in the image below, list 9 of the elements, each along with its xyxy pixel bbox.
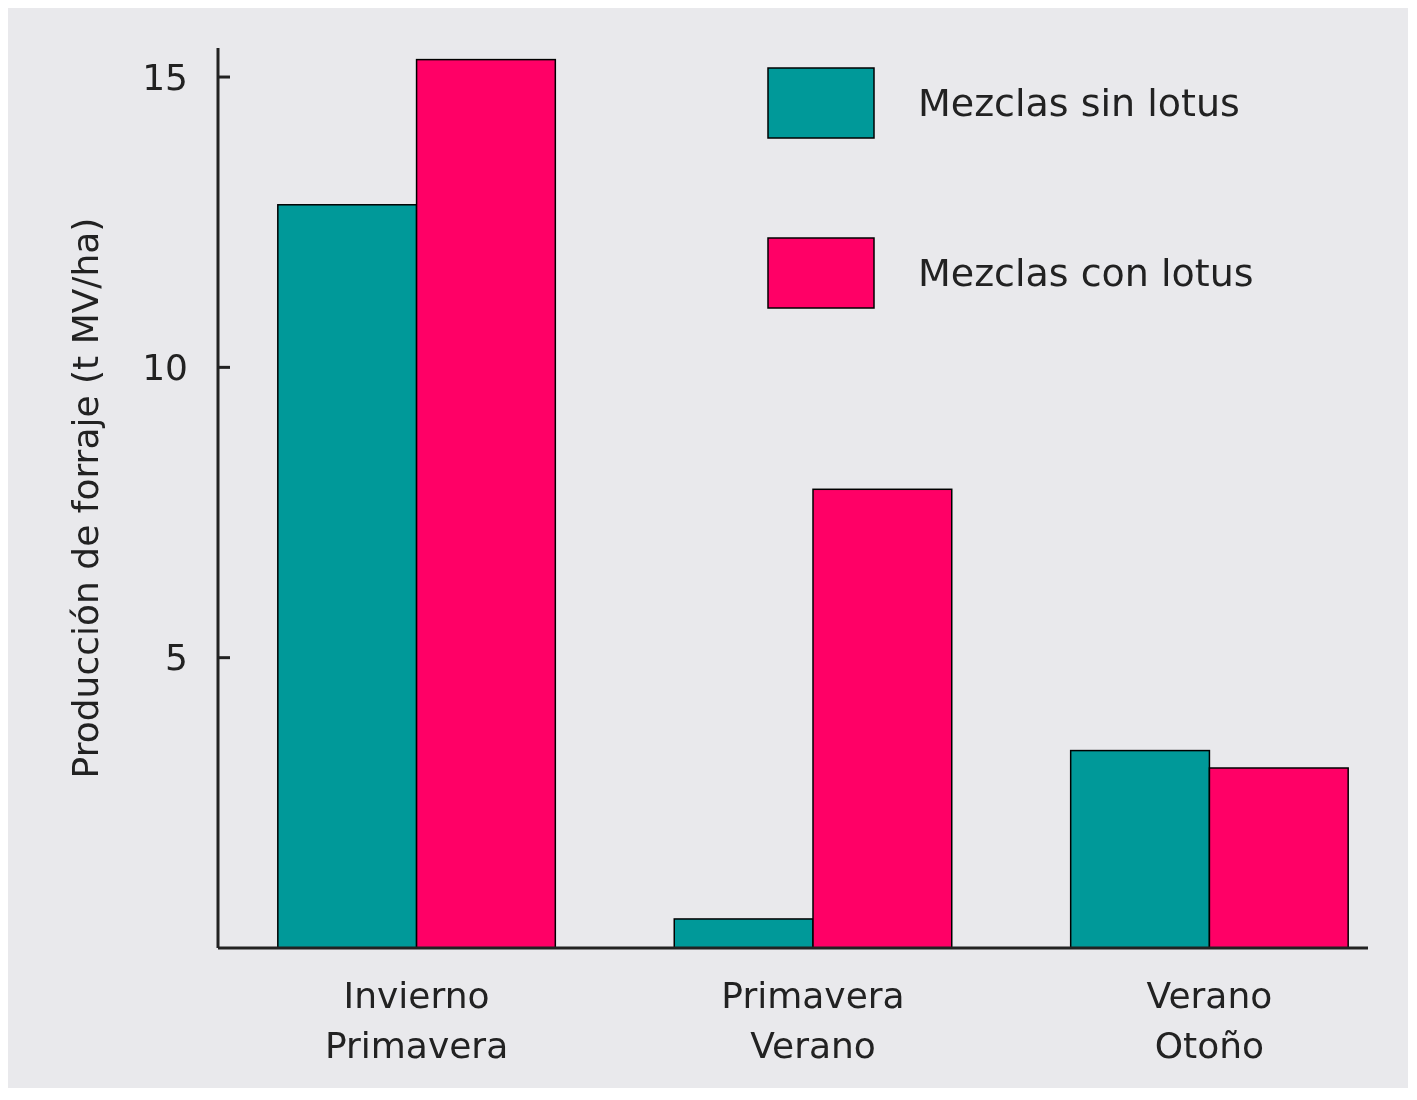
x-tick-label: Primavera Verano: [721, 975, 905, 1066]
x-tick-label: Invierno Primavera: [324, 975, 509, 1066]
legend-label: Mezclas con lotus: [918, 251, 1254, 296]
y-tick-label: 5: [165, 637, 188, 679]
x-tick-label: Verano Otoño: [1146, 975, 1273, 1066]
y-tick-label: 10: [142, 346, 188, 388]
legend-label: Mezclas sin lotus: [918, 81, 1240, 126]
y-tick-label: 15: [142, 56, 188, 98]
y-axis-title: Producción de forraje (t MV/ha): [65, 217, 106, 779]
